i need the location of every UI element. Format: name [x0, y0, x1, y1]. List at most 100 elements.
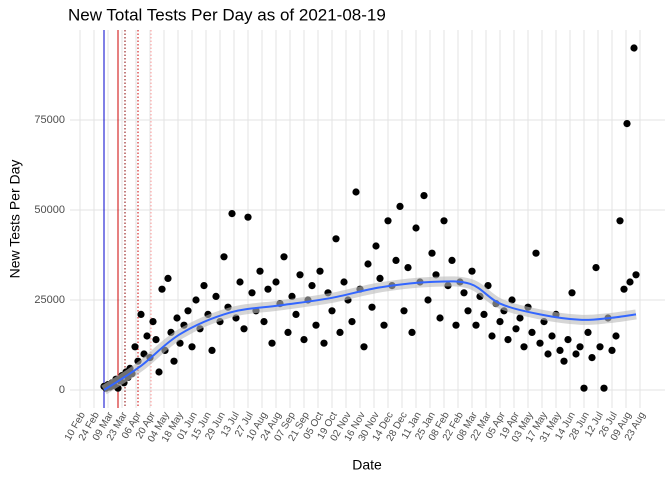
- point: [332, 235, 340, 243]
- point: [396, 202, 404, 210]
- point: [236, 278, 244, 286]
- point: [170, 357, 178, 365]
- point: [264, 285, 272, 293]
- point: [288, 292, 296, 300]
- point: [316, 267, 324, 275]
- point: [364, 260, 372, 268]
- point: [516, 314, 524, 322]
- point: [308, 282, 316, 290]
- point: [496, 318, 504, 326]
- y-tick-label: 50000: [34, 204, 65, 216]
- point: [480, 310, 488, 318]
- point: [544, 350, 552, 358]
- point: [448, 256, 456, 264]
- point: [340, 278, 348, 286]
- point: [436, 314, 444, 322]
- point: [212, 292, 220, 300]
- point: [568, 289, 576, 297]
- point: [520, 343, 528, 351]
- point: [612, 332, 620, 340]
- point: [576, 343, 584, 351]
- point: [149, 318, 157, 326]
- point: [228, 210, 236, 218]
- point: [392, 256, 400, 264]
- point: [472, 321, 480, 329]
- point: [244, 213, 252, 221]
- point: [137, 310, 145, 318]
- point: [184, 307, 192, 315]
- point: [512, 325, 520, 333]
- point: [580, 384, 588, 392]
- point: [272, 278, 280, 286]
- point: [464, 307, 472, 315]
- point: [400, 307, 408, 315]
- point: [348, 318, 356, 326]
- point: [376, 274, 384, 282]
- point: [320, 339, 328, 347]
- point: [368, 303, 376, 311]
- point: [532, 249, 540, 257]
- point: [296, 271, 304, 279]
- point: [164, 274, 172, 282]
- point: [143, 332, 151, 340]
- point: [158, 285, 166, 293]
- y-tick-label: 25000: [34, 294, 65, 306]
- point: [404, 264, 412, 272]
- point: [536, 339, 544, 347]
- point: [284, 328, 292, 336]
- point: [268, 339, 276, 347]
- point: [632, 271, 640, 279]
- point: [468, 267, 476, 275]
- point: [428, 249, 436, 257]
- point: [208, 346, 216, 354]
- y-axis-label: New Tests Per Day: [7, 160, 23, 279]
- point: [336, 328, 344, 336]
- point: [588, 354, 596, 362]
- point: [380, 321, 388, 329]
- point: [256, 267, 264, 275]
- point: [412, 224, 420, 232]
- smooth-line: [103, 280, 637, 391]
- point: [384, 217, 392, 225]
- point: [328, 307, 336, 315]
- point: [584, 328, 592, 336]
- point: [608, 346, 616, 354]
- point: [173, 314, 181, 322]
- point: [556, 346, 564, 354]
- point: [528, 328, 536, 336]
- point: [372, 242, 380, 250]
- point: [131, 343, 139, 351]
- point: [460, 289, 468, 297]
- point: [432, 271, 440, 279]
- point: [200, 282, 208, 290]
- point: [292, 310, 300, 318]
- point: [452, 321, 460, 329]
- point: [623, 120, 631, 128]
- point: [504, 336, 512, 344]
- point: [300, 336, 308, 344]
- point: [152, 336, 160, 344]
- chart-title: New Total Tests Per Day as of 2021-08-19: [68, 5, 386, 24]
- point: [488, 332, 496, 340]
- point: [188, 343, 196, 351]
- point: [360, 343, 368, 351]
- point: [240, 325, 248, 333]
- point: [312, 321, 320, 329]
- point: [626, 278, 634, 286]
- point: [484, 282, 492, 290]
- point: [564, 336, 572, 344]
- point: [630, 44, 638, 52]
- x-axis-label: Date: [352, 457, 382, 473]
- y-tick-label: 0: [59, 384, 65, 396]
- point: [260, 318, 268, 326]
- point: [352, 188, 360, 196]
- point: [424, 296, 432, 304]
- point: [220, 253, 228, 261]
- point: [596, 343, 604, 351]
- point: [248, 289, 256, 297]
- point: [155, 368, 163, 376]
- point: [548, 332, 556, 340]
- point: [280, 253, 288, 261]
- point: [440, 217, 448, 225]
